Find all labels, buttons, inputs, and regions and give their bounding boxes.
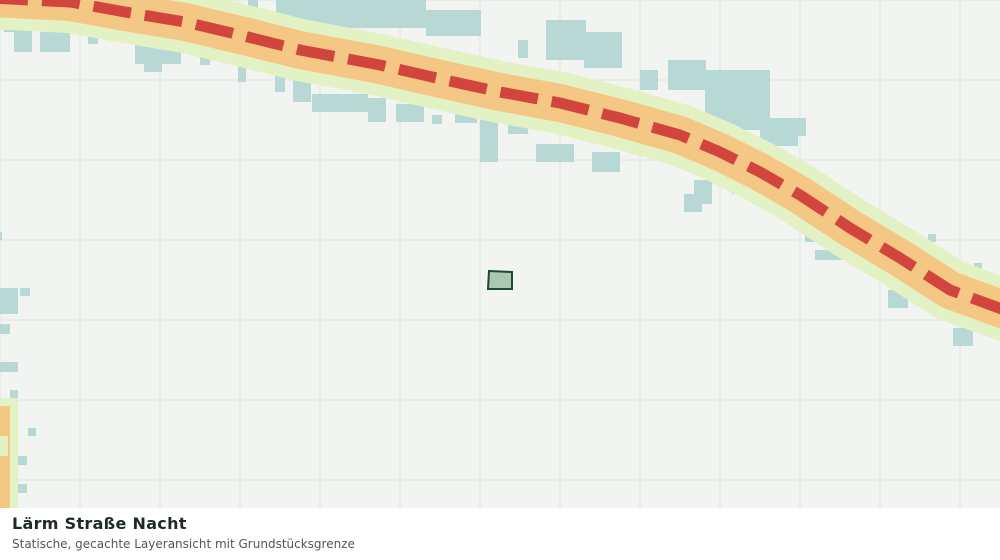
layer-subtitle: Statische, gecachte Layeransicht mit Gru… (12, 537, 355, 551)
parcel-boundary (486, 269, 513, 290)
noise-band-left (0, 398, 18, 508)
map (0, 0, 1000, 508)
noise-zone-high (0, 0, 1000, 315)
layer-title: Lärm Straße Nacht (12, 514, 187, 533)
noise-band (0, 0, 1000, 342)
caption: Lärm Straße Nacht Statische, gecachte La… (0, 508, 1000, 560)
